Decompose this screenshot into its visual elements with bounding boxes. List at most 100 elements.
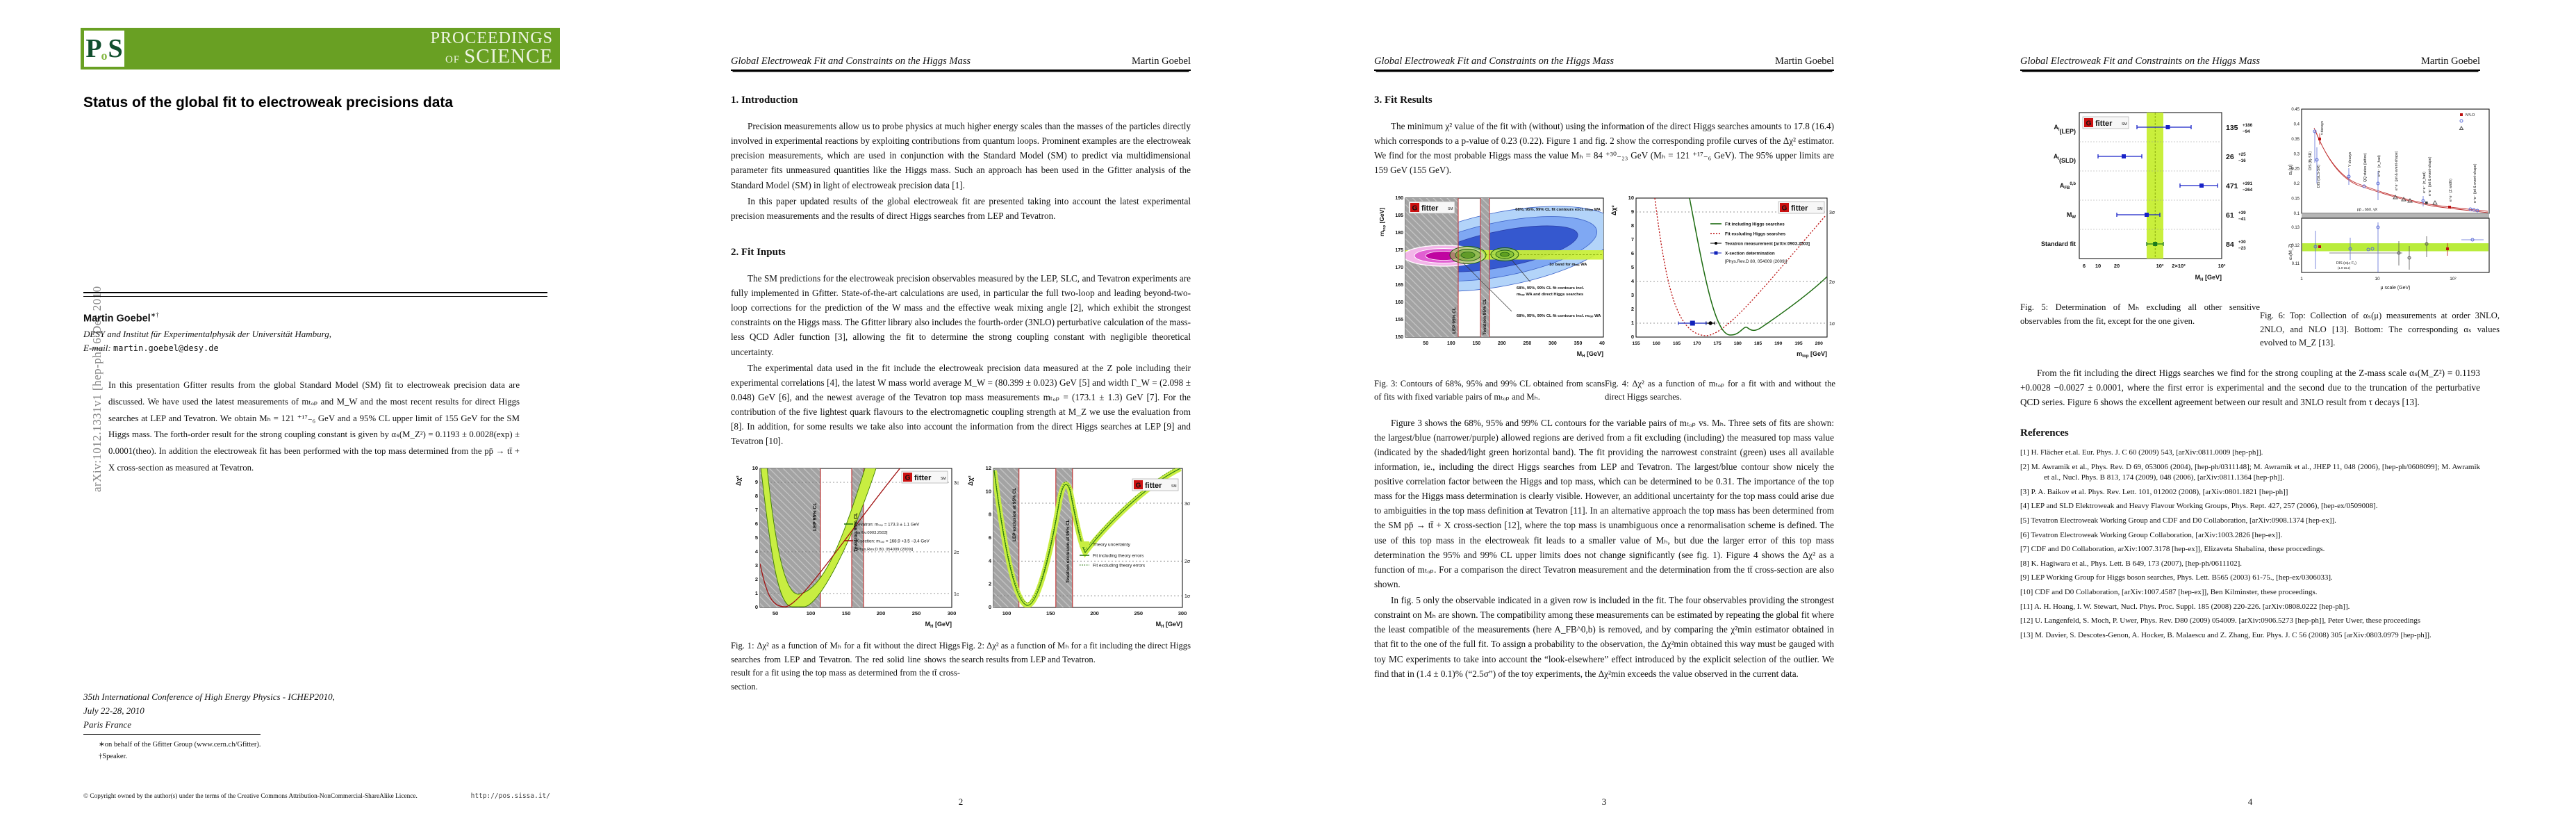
svg-text:6: 6 bbox=[989, 534, 991, 541]
svg-text:155: 155 bbox=[1395, 318, 1403, 322]
paragraph: Figure 3 shows the 68%, 95% and 99% CL c… bbox=[1374, 417, 1834, 589]
fig2-curves bbox=[993, 468, 1182, 608]
paragraph: In this paper updated results of the glo… bbox=[731, 195, 1191, 221]
svg-text:0.13: 0.13 bbox=[2291, 226, 2300, 230]
svg-text:Al(SLD): Al(SLD) bbox=[2054, 153, 2076, 164]
page-number: 3 bbox=[1601, 796, 1607, 807]
fig5-row-labels: Al(LEP) Al(SLD) AFB0,b MW Standard fit bbox=[2041, 124, 2076, 247]
svg-text:26: 26 bbox=[2226, 153, 2234, 161]
svg-text:200: 200 bbox=[1498, 341, 1506, 346]
svg-text:200: 200 bbox=[877, 610, 886, 616]
svg-text:SM: SM bbox=[1817, 207, 1823, 211]
conference-line: Paris France bbox=[83, 719, 131, 730]
svg-text:10²: 10² bbox=[2450, 277, 2457, 281]
author-footnote-mark: ∗† bbox=[150, 311, 159, 318]
fig3-x-label: MH [GeV] bbox=[1577, 350, 1603, 359]
fig4-sigma-labels: 1σ 2σ 3σ bbox=[1829, 211, 1835, 327]
fig5-x-axis: 6 10 20 10² 2×10² 10³ bbox=[2083, 263, 2226, 269]
svg-text:G: G bbox=[905, 475, 911, 482]
fig3-tevatron-excluded bbox=[1480, 197, 1489, 337]
fig6-legend: N³LO bbox=[2459, 113, 2475, 130]
svg-text:fitter: fitter bbox=[2095, 120, 2113, 128]
gfitter-logo: G fitter SM bbox=[901, 471, 948, 484]
svg-text:200: 200 bbox=[1090, 610, 1099, 616]
svg-text:180: 180 bbox=[1734, 341, 1742, 346]
pos-logo: PoS bbox=[84, 31, 124, 67]
svg-text:4: 4 bbox=[989, 558, 992, 564]
svg-text:150: 150 bbox=[1395, 335, 1403, 340]
fig2-y-label: Δχ² bbox=[967, 476, 974, 486]
svg-text:471: 471 bbox=[2226, 182, 2238, 190]
svg-text:+25: +25 bbox=[2238, 152, 2246, 157]
svg-text:Tevatron 95% CL: Tevatron 95% CL bbox=[854, 512, 859, 552]
svg-text:175: 175 bbox=[1395, 248, 1403, 253]
fig3-x-axis: 50 100 150 200 250 300 350 400 bbox=[1423, 341, 1608, 346]
fig2-fit-incl-theory bbox=[993, 468, 1181, 606]
fig2-caption: Fig. 2: Δχ² as a function of Mₕ for a fi… bbox=[961, 641, 1191, 664]
svg-text:2×10²: 2×10² bbox=[2172, 263, 2186, 269]
svg-text:0.25: 0.25 bbox=[2291, 167, 2300, 172]
svg-text:0.1: 0.1 bbox=[2294, 212, 2300, 216]
svg-text:2σ: 2σ bbox=[1184, 559, 1191, 564]
svg-text:6: 6 bbox=[2083, 263, 2086, 269]
svg-text:165: 165 bbox=[1395, 283, 1403, 288]
page-4: Global Electroweak Fit and Constraints o… bbox=[2020, 0, 2500, 834]
fig1-delta-chi2-vs-mh-plot: LEP 95% CL Tevatron 95% CL Tevatron: mₜₒ… bbox=[735, 465, 960, 629]
fig6-top-labels: τ decays DIS (Bj-SR) DIS (GLS-SR) Υ deca… bbox=[2309, 121, 2477, 212]
conference-info: 35th International Conference of High En… bbox=[83, 690, 335, 732]
svg-text:0: 0 bbox=[755, 604, 758, 610]
svg-text:X-section determination: X-section determination bbox=[1725, 251, 1775, 256]
fig4-caption: Fig. 4: Δχ² as a function of mₜₒₚ for a … bbox=[1605, 378, 1835, 402]
svg-text:Standard fit: Standard fit bbox=[2041, 240, 2076, 247]
fig2-x-label: MH [GeV] bbox=[1156, 621, 1182, 629]
fig1-y-label: Δχ² bbox=[735, 476, 742, 486]
fig3-annotations: 68%, 95%, 99% CL fit contours excl. mₜₒₚ… bbox=[1452, 208, 1601, 335]
running-header: Global Electroweak Fit and Constraints o… bbox=[2020, 56, 2480, 71]
svg-text:300: 300 bbox=[1549, 341, 1557, 346]
svg-text:7: 7 bbox=[755, 507, 758, 513]
svg-text:SM: SM bbox=[1171, 484, 1177, 489]
svg-text:160: 160 bbox=[1653, 341, 1661, 346]
page-1: arXiv:1012.1331v1 [hep-ph] 6 Dec 2010 Po… bbox=[81, 0, 560, 834]
svg-text:50: 50 bbox=[1423, 341, 1428, 346]
section-heading-fit-inputs: 2. Fit Inputs bbox=[731, 246, 786, 258]
references-heading: References bbox=[2020, 427, 2069, 439]
svg-text:8: 8 bbox=[755, 493, 758, 499]
reference-item: [5] Tevatron Electroweak Working Group a… bbox=[2020, 516, 2336, 525]
fig4-fit-incl-higgs bbox=[1689, 197, 1827, 336]
svg-text:20: 20 bbox=[2114, 263, 2120, 269]
fig6-alphas-running-curve bbox=[2313, 127, 2488, 213]
svg-text:185: 185 bbox=[1395, 213, 1403, 218]
svg-text:Fit including Higgs searches: Fit including Higgs searches bbox=[1725, 222, 1785, 227]
svg-text:0.45: 0.45 bbox=[2291, 108, 2300, 112]
svg-text:0.4: 0.4 bbox=[2294, 122, 2300, 126]
fig3-caption: Fig. 3: Contours of 68%, 95% and 99% CL … bbox=[1374, 378, 1605, 402]
svg-text:1: 1 bbox=[755, 590, 758, 596]
svg-text:0.35: 0.35 bbox=[2291, 138, 2300, 142]
section-heading-introduction: 1. Introduction bbox=[731, 95, 798, 106]
svg-text:400: 400 bbox=[1599, 341, 1605, 346]
svg-text:DIS (Bj-SR): DIS (Bj-SR) bbox=[2309, 152, 2313, 170]
svg-text:e⁺e⁻ (jet & event-shape): e⁺e⁻ (jet & event-shape) bbox=[2395, 151, 2399, 190]
svg-text:2: 2 bbox=[989, 581, 991, 587]
running-author: Martin Goebel bbox=[1132, 56, 1191, 67]
svg-text:10²: 10² bbox=[2156, 263, 2164, 269]
svg-text:e⁺e⁻ (jet & event-shape): e⁺e⁻ (jet & event-shape) bbox=[2428, 156, 2432, 196]
paper-title: Status of the global fit to electroweak … bbox=[83, 95, 454, 111]
fig3-lep-excluded bbox=[1405, 197, 1458, 337]
fig2-sigma-labels: 1σ 2σ 3σ bbox=[1184, 502, 1191, 599]
figure-6: τ decays DIS (Bj-SR) DIS (GLS-SR) Υ deca… bbox=[2260, 99, 2500, 350]
figure-row-1-2: LEP 95% CL Tevatron 95% CL Tevatron: mₜₒ… bbox=[731, 458, 1191, 694]
svg-text:G: G bbox=[1782, 204, 1787, 212]
email-line: E-mail: martin.goebel@desy.de bbox=[83, 343, 219, 354]
fig4-fit-excl-higgs bbox=[1654, 197, 1826, 336]
svg-text:250: 250 bbox=[1134, 610, 1143, 616]
svg-text:3: 3 bbox=[755, 562, 758, 569]
svg-text:0: 0 bbox=[989, 604, 991, 610]
fig3-y-axis: 150 155 160 165 170 175 180 185 190 bbox=[1395, 196, 1403, 340]
reference-item: [4] LEP and SLD Elektroweak and Heavy Fl… bbox=[2020, 502, 2378, 511]
svg-text:fitter: fitter bbox=[1791, 204, 1808, 213]
fig1-exclusion-labels: LEP 95% CL Tevatron 95% CL bbox=[813, 502, 859, 552]
svg-text:1σ: 1σ bbox=[1829, 322, 1835, 327]
svg-text:+186: +186 bbox=[2243, 123, 2253, 128]
